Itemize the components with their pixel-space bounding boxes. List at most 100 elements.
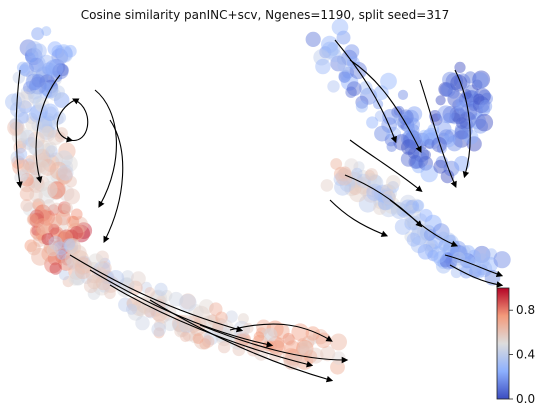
cell-point [320,179,334,192]
cell-point [25,136,36,148]
cell-point [47,41,63,57]
cell-point [20,129,35,145]
velocity-streamline [69,254,244,333]
cell-point [380,72,397,90]
cell-point [47,181,66,200]
cell-point [420,224,437,242]
cell-point [75,257,92,274]
cell-point [401,139,417,155]
cell-point [46,244,59,257]
cell-point [425,239,439,252]
cell-point [61,255,72,266]
cell-point [27,213,39,225]
cell-point [182,328,196,342]
cell-point [38,125,56,143]
cell-point [65,239,82,255]
cell-point [199,338,211,350]
cell-point [131,271,146,287]
cell-point [99,257,111,269]
cell-point [56,168,73,185]
cell-point [41,245,58,262]
cell-point [365,172,378,185]
velocity-streamline [229,323,333,342]
cell-point [11,92,26,107]
cell-point [58,255,74,271]
cell-point [291,323,310,342]
cell-point [140,281,152,293]
cell-point [35,204,51,221]
cell-point [333,166,349,182]
cell-point [359,186,370,197]
cell-point [31,69,47,85]
cell-point [437,258,449,269]
cell-point [199,316,215,331]
cell-point [264,327,278,342]
cell-point [64,238,81,254]
cell-point [215,311,228,324]
cell-point [419,208,433,222]
cell-point [121,270,134,283]
cell-point [54,131,66,143]
cell-point [41,142,56,157]
velocity-streamlines [15,39,504,383]
cell-point [30,103,48,121]
cell-point [404,142,418,156]
cell-point [42,62,55,75]
cell-point [237,313,249,325]
cell-point [330,158,343,170]
cell-point [179,293,196,310]
cell-point [313,49,330,66]
cell-point [48,213,63,228]
cell-point [48,58,66,76]
cell-point [58,232,74,247]
cell-point [321,41,339,59]
cell-point [118,297,133,312]
cell-point [71,216,89,234]
cell-point [18,64,31,76]
cell-point [44,255,62,274]
cell-point [30,55,46,71]
cell-point [351,167,363,179]
cell-point [68,263,85,280]
cell-point [34,218,52,235]
cell-point [50,215,69,233]
cell-point [417,244,434,260]
cell-point [37,224,48,235]
cell-point [51,45,65,59]
velocity-streamline [199,324,349,364]
cell-point [35,66,53,84]
cell-point [386,175,401,190]
cell-point [56,231,73,248]
cell-point [493,251,511,269]
cell-point [433,159,448,174]
cell-point [56,249,67,260]
cell-point [440,169,455,184]
cell-point [305,31,321,47]
cell-point [420,164,438,183]
cell-point [340,73,359,91]
cell-point [135,315,150,331]
cell-point [44,106,57,119]
cell-point [437,105,455,123]
cell-point [68,215,80,227]
cell-point [415,132,430,147]
cell-point [39,209,53,223]
cell-point [55,150,73,168]
cell-point [345,86,357,98]
cell-point [16,91,34,109]
cell-point [307,334,318,345]
cell-point [357,169,369,182]
cell-point [399,199,417,217]
cell-point [41,126,53,137]
cell-point [472,70,491,89]
cell-point [49,161,68,180]
cell-point [38,209,55,226]
cell-point [348,182,362,196]
cell-point [273,323,290,340]
cell-point [417,223,434,241]
cell-point [56,63,69,77]
cell-point [232,343,246,357]
cell-point [62,276,74,288]
cell-point [379,184,397,202]
cell-point [456,117,468,129]
